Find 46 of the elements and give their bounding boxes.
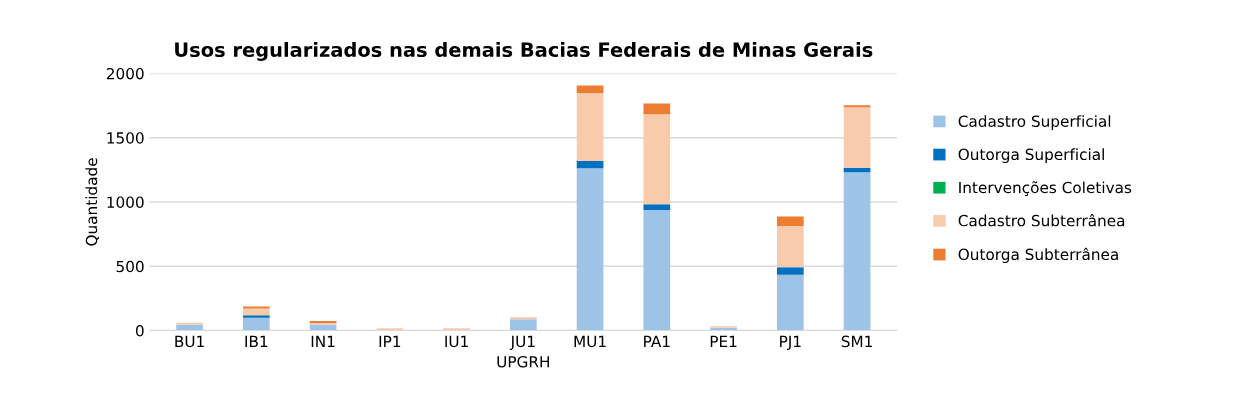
x-tick-label: PA1 (644, 335, 670, 347)
y-tick-label: 500 (116, 260, 144, 273)
bar (776, 274, 804, 331)
x-tick-label: BU1 (175, 335, 204, 348)
bar (843, 107, 871, 168)
bar (643, 210, 671, 331)
bar (242, 315, 270, 318)
bar (576, 85, 604, 93)
bar (242, 317, 270, 331)
bar (576, 92, 604, 161)
bar (242, 306, 270, 309)
x-tick-label: IU1 (445, 335, 468, 348)
bar (843, 105, 871, 108)
bar (843, 172, 871, 331)
legend-label: Outorga Superficial (958, 148, 1104, 164)
y-axis-title: Quantidade (85, 158, 100, 246)
y-tick-label: 0 (135, 324, 144, 337)
x-tick-label: MU1 (574, 335, 606, 348)
bar (509, 317, 537, 320)
x-tick-label: IB1 (245, 335, 268, 347)
bar (776, 216, 804, 226)
x-axis-title: UPGRH (497, 355, 549, 368)
bar (643, 204, 671, 211)
bar (643, 103, 671, 115)
x-tick-label: PE1 (710, 335, 737, 347)
x-tick-label: JU1 (509, 335, 535, 351)
bar (576, 160, 604, 169)
chart-title: Usos regularizados nas demais Bacias Federais de Minas Gerais (175, 42, 873, 61)
bar (643, 114, 671, 205)
y-tick-label: 1500 (107, 132, 144, 144)
legend-label: Intervenções Coletivas (959, 181, 1132, 196)
bar (776, 225, 804, 268)
bar (509, 319, 537, 331)
legend-label: Cadastro Subterrânea (958, 213, 1125, 227)
x-tick-label: SM1 (841, 335, 872, 348)
x-tick-label: IP1 (379, 335, 401, 347)
bar (309, 324, 337, 331)
y-tick-label: 1000 (107, 196, 144, 208)
y-tick-label: 2000 (106, 67, 144, 80)
bar (576, 168, 604, 331)
legend-label: Outorga Subterrânea (958, 247, 1118, 264)
bar (776, 267, 804, 275)
legend-label: Cadastro Superficial (958, 115, 1111, 130)
x-tick-label: IN1 (311, 335, 335, 347)
x-tick-label: PJ1 (780, 335, 801, 351)
bar (176, 324, 203, 331)
